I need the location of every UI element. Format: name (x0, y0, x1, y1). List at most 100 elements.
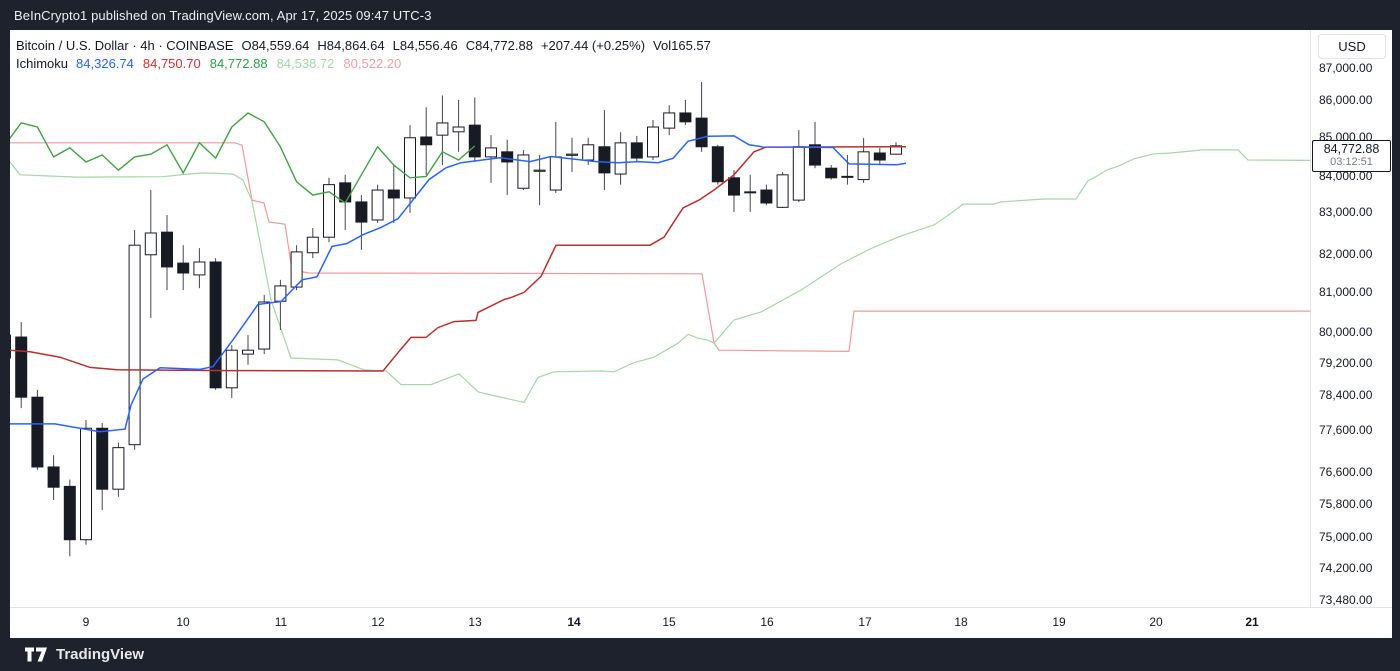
indicator-legend-row[interactable]: Ichimoku 84,326.74 84,750.70 84,772.88 84,5… (16, 54, 711, 72)
price-tick-label: 87,000.00 (1319, 61, 1373, 75)
candle (452, 126, 465, 133)
candle (792, 146, 805, 201)
candle (485, 147, 497, 158)
candle (144, 232, 157, 256)
candle (890, 145, 902, 155)
candle (695, 117, 708, 148)
indicator-value: 84,772.88 (209, 55, 268, 71)
candlestick-chart (0, 30, 1311, 600)
symbol-title: Bitcoin / U.S. Dollar · 4h · COINBASE (16, 37, 234, 53)
publish-banner-text: BeInCrypto1 published on TradingView.com… (14, 7, 432, 23)
time-tick-label: 20 (1149, 615, 1163, 629)
price-tick-label: 75,000.00 (1319, 530, 1373, 544)
price-tick-label: 83,000.00 (1319, 205, 1373, 219)
price-tick-label: 84,000.00 (1319, 169, 1373, 183)
price-tick-label: 73,480.00 (1319, 593, 1373, 607)
price-tick-label: 79,200.00 (1319, 356, 1373, 370)
symbol-legend-row[interactable]: Bitcoin / U.S. Dollar · 4h · COINBASE O8… (16, 36, 711, 54)
time-tick-label: 18 (954, 615, 968, 629)
publish-banner: BeInCrypto1 published on TradingView.com… (0, 0, 1400, 30)
ohlc-low: L84,556.46 (392, 37, 458, 53)
candle (582, 144, 595, 161)
indicator-value: 84,538.72 (276, 55, 335, 71)
candle (306, 236, 319, 254)
candle (857, 151, 870, 181)
chikou-line (4, 112, 476, 205)
candle (355, 201, 368, 223)
bar-countdown: 03:12:51 (1330, 156, 1373, 168)
indicator-values: 84,326.74 84,750.70 84,772.88 84,538.72 80,5… (76, 56, 401, 71)
tradingview-logo-icon[interactable] (25, 647, 47, 662)
candle (0, 334, 11, 359)
last-price-value: 84,772.88 (1323, 142, 1380, 156)
price-tick-label: 76,600.00 (1319, 465, 1373, 479)
candles (0, 82, 902, 557)
candle (258, 301, 271, 350)
currency-toggle-button[interactable]: USD (1318, 34, 1386, 59)
indicator-value: 84,326.74 (76, 55, 134, 71)
candle (112, 447, 125, 490)
price-tick-label: 78,400.00 (1319, 388, 1373, 402)
candle (728, 177, 740, 196)
time-tick-label: 13 (468, 615, 482, 629)
candle (841, 175, 854, 178)
time-tick-label: 17 (858, 615, 872, 629)
ohlc-change: +207.44 (+0.25%) (540, 37, 646, 53)
candle (614, 142, 627, 175)
price-tick-label: 75,800.00 (1319, 497, 1373, 511)
time-tick-label: 9 (82, 615, 90, 629)
time-tick-label: 19 (1052, 615, 1066, 629)
indicator-value: 80,522.20 (343, 55, 402, 71)
candle (468, 124, 481, 158)
price-tick-label: 80,000.00 (1319, 325, 1373, 339)
candle (436, 122, 449, 136)
candle (549, 156, 562, 191)
candle (825, 167, 838, 179)
candle (711, 146, 724, 183)
candle (96, 427, 109, 490)
candle (371, 189, 384, 221)
candle (760, 189, 773, 204)
candle (387, 189, 400, 199)
chart-plot-area[interactable] (0, 30, 1311, 607)
time-tick-label: 11 (274, 615, 288, 629)
ohlc-open: O84,559.64 (241, 37, 310, 53)
price-tick-label: 86,000.00 (1319, 93, 1373, 107)
tradingview-brand-text[interactable]: TradingView (56, 646, 145, 663)
candle (566, 153, 578, 156)
last-price-label: 84,772.88 03:12:51 (1312, 140, 1391, 172)
candle (420, 136, 433, 146)
gridlines (10, 30, 1252, 600)
branding-footer: TradingView (0, 638, 1400, 671)
ohlc-high: H84,864.64 (317, 37, 385, 53)
candle (15, 336, 28, 398)
senkou-b-line (10, 142, 1310, 353)
time-axis[interactable]: 9 10 11 12 13 14 15 16 17 18 19 20 21 (10, 607, 1392, 639)
candle (404, 137, 416, 199)
time-tick-label: 16 (760, 615, 774, 629)
time-tick-label: 21 (1245, 615, 1259, 629)
candle (776, 174, 789, 208)
candle (501, 151, 514, 163)
candle (533, 169, 546, 172)
indicator-name: Ichimoku (16, 55, 69, 71)
indicator-value: 84,750.70 (142, 55, 201, 71)
time-tick-label: 15 (662, 615, 676, 629)
candle (209, 261, 222, 389)
price-axis[interactable]: USD 87,000.00 86,000.00 85,000.00 84,000.00… (1310, 30, 1393, 607)
candle (128, 244, 141, 446)
candle (630, 142, 643, 159)
price-tick-label: 77,600.00 (1319, 423, 1373, 437)
candle (873, 152, 886, 161)
candle (517, 154, 530, 189)
ohlc-volume: Vol165.57 (653, 37, 711, 53)
frame-right-strip (1392, 30, 1400, 638)
candle (679, 112, 692, 123)
candle (63, 485, 76, 541)
time-tick-label: 10 (176, 615, 190, 629)
kijun-line (9, 145, 907, 372)
candle (193, 261, 206, 276)
candle (80, 427, 92, 541)
candle (323, 184, 335, 238)
